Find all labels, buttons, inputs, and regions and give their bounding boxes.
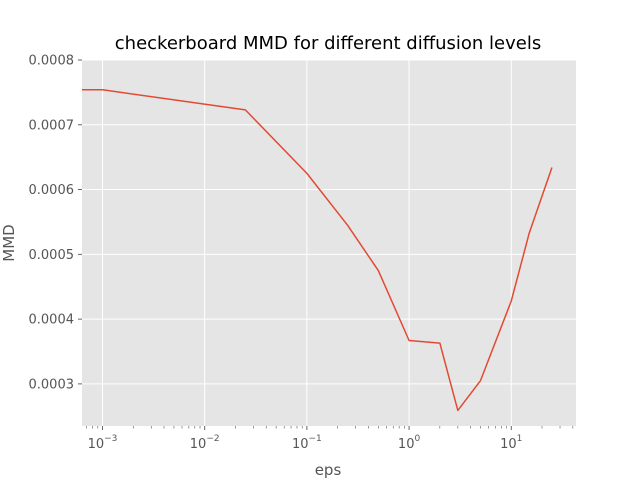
x-tick-exponent: 1 xyxy=(517,434,523,444)
x-tick-label: 101 xyxy=(500,434,522,452)
y-axis-label: MMD xyxy=(0,224,18,261)
axis-ticks: 0.00030.00040.00050.00060.00070.000810−3… xyxy=(29,54,574,452)
x-tick-base: 10 xyxy=(88,437,105,452)
y-tick-label: 0.0006 xyxy=(29,183,75,198)
x-tick-label: 10−1 xyxy=(292,434,322,452)
x-tick-exponent: −3 xyxy=(104,434,117,444)
x-tick-exponent: −2 xyxy=(206,434,219,444)
grid-lines xyxy=(82,59,576,426)
x-tick-base: 10 xyxy=(292,437,309,452)
y-tick-label: 0.0003 xyxy=(29,377,75,392)
series-line xyxy=(82,89,553,412)
y-tick-label: 0.0004 xyxy=(29,313,75,328)
plot-area xyxy=(82,60,576,426)
x-tick-label: 10−2 xyxy=(190,434,220,452)
y-tick-label: 0.0005 xyxy=(29,248,75,263)
y-tick-label: 0.0008 xyxy=(29,54,75,69)
x-tick-base: 10 xyxy=(500,437,517,452)
x-tick-exponent: −1 xyxy=(309,434,322,444)
x-tick-exponent: 0 xyxy=(414,434,420,444)
x-tick-label: 10−3 xyxy=(88,434,118,452)
x-tick-base: 10 xyxy=(398,437,415,452)
x-tick-label: 100 xyxy=(398,434,421,452)
series-layer xyxy=(82,89,553,412)
y-tick-label: 0.0007 xyxy=(29,118,75,133)
x-tick-base: 10 xyxy=(190,437,207,452)
x-axis-label: eps xyxy=(315,461,342,479)
chart-title: checkerboard MMD for different diffusion… xyxy=(115,33,541,54)
